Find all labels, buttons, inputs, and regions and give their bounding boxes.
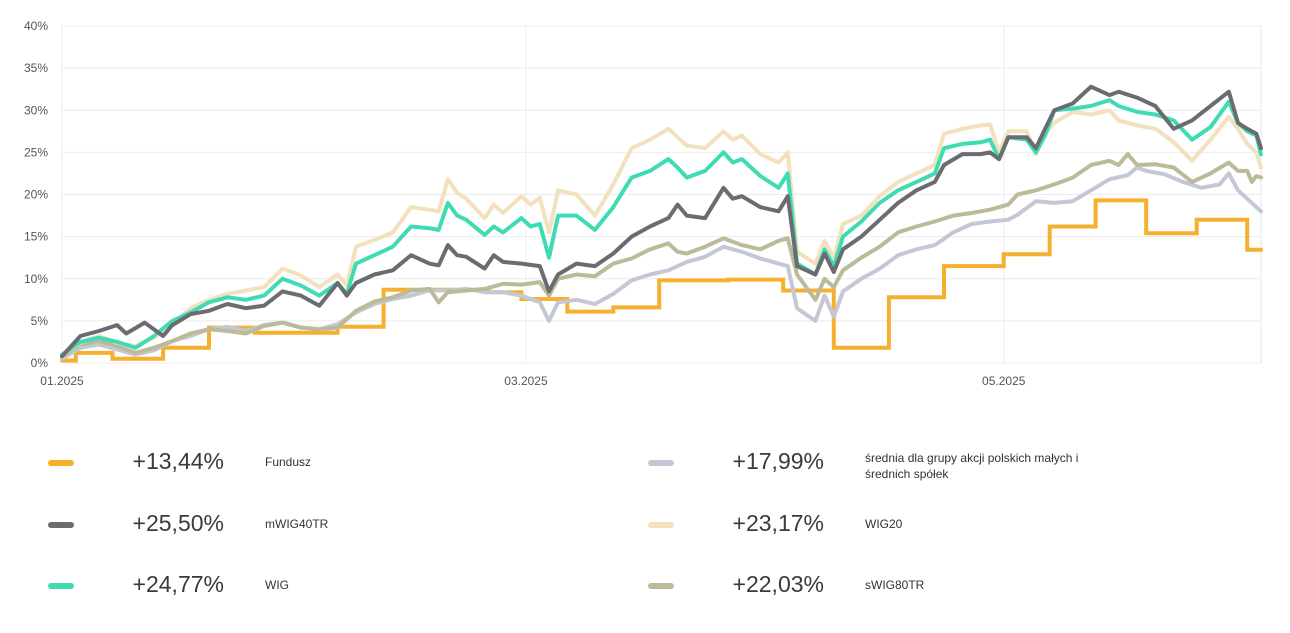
legend-value: +25,50%: [132, 510, 224, 536]
legend-value: +17,99%: [732, 448, 824, 474]
legend: +13,44% Fundusz +25,50% mWIG40TR +24,77%…: [0, 430, 1290, 620]
y-tick-label: 0%: [31, 356, 49, 370]
series-line-rednia-dla-grupy-akcji-polskich-ma-ych-i-rednich-sp-ek: [60, 165, 1263, 361]
x-tick-label: 03.2025: [504, 374, 548, 388]
x-tick-label: 01.2025: [40, 374, 84, 388]
y-tick-label: 20%: [24, 188, 48, 202]
chart-series: [60, 84, 1263, 363]
y-tick-label: 35%: [24, 61, 48, 75]
legend-item-wig[interactable]: +24,77% WIG: [0, 567, 620, 607]
performance-line-chart: 0% 5% 10% 15% 20% 25% 30% 35% 40% 01.2025 03.2025…: [24, 19, 1263, 388]
y-tick-label: 25%: [24, 145, 48, 159]
legend-item-fundusz[interactable]: +13,44% Fundusz: [0, 444, 620, 484]
legend-item-wig20[interactable]: +23,17% WIG20: [620, 506, 1260, 546]
legend-value: +23,17%: [732, 510, 824, 536]
x-tick-label: 05.2025: [982, 374, 1026, 388]
series-line-wig20: [60, 108, 1263, 357]
legend-value: +22,03%: [732, 571, 824, 597]
series-line-swig80tr: [60, 152, 1263, 359]
y-tick-label: 10%: [24, 272, 48, 286]
legend-item-mwig40tr[interactable]: +25,50% mWIG40TR: [0, 506, 620, 546]
legend-label: WIG20: [865, 517, 903, 531]
legend-swatch: [48, 460, 74, 466]
y-tick-label: 40%: [24, 19, 48, 33]
legend-label: Fundusz: [265, 455, 312, 469]
y-axis-ticks: 0% 5% 10% 15% 20% 25% 30% 35% 40%: [24, 19, 48, 370]
chart-grid: [61, 25, 1262, 364]
legend-label: mWIG40TR: [265, 517, 329, 531]
legend-item-swig80tr[interactable]: +22,03% sWIG80TR: [620, 567, 1260, 607]
legend-swatch: [48, 522, 74, 528]
series-line-mwig40tr: [60, 84, 1263, 359]
legend-item-srednia-grupy[interactable]: +17,99% średnia dla grupy akcji polskich…: [620, 444, 1260, 484]
series-line-fundusz: [60, 198, 1263, 363]
x-axis-ticks: 01.2025 03.2025 05.2025: [40, 374, 1025, 388]
legend-label: sWIG80TR: [865, 578, 925, 592]
y-tick-label: 30%: [24, 103, 48, 117]
legend-label: WIG: [265, 578, 289, 592]
legend-value: +24,77%: [132, 571, 224, 597]
legend-swatch: [648, 583, 674, 589]
legend-swatch: [48, 583, 74, 589]
y-tick-label: 5%: [31, 314, 49, 328]
legend-label: średnia dla grupy akcji polskich małych …: [865, 451, 1079, 481]
legend-value: +13,44%: [132, 448, 224, 474]
y-tick-label: 15%: [24, 230, 48, 244]
legend-swatch: [648, 460, 674, 466]
legend-swatch: [648, 522, 674, 528]
